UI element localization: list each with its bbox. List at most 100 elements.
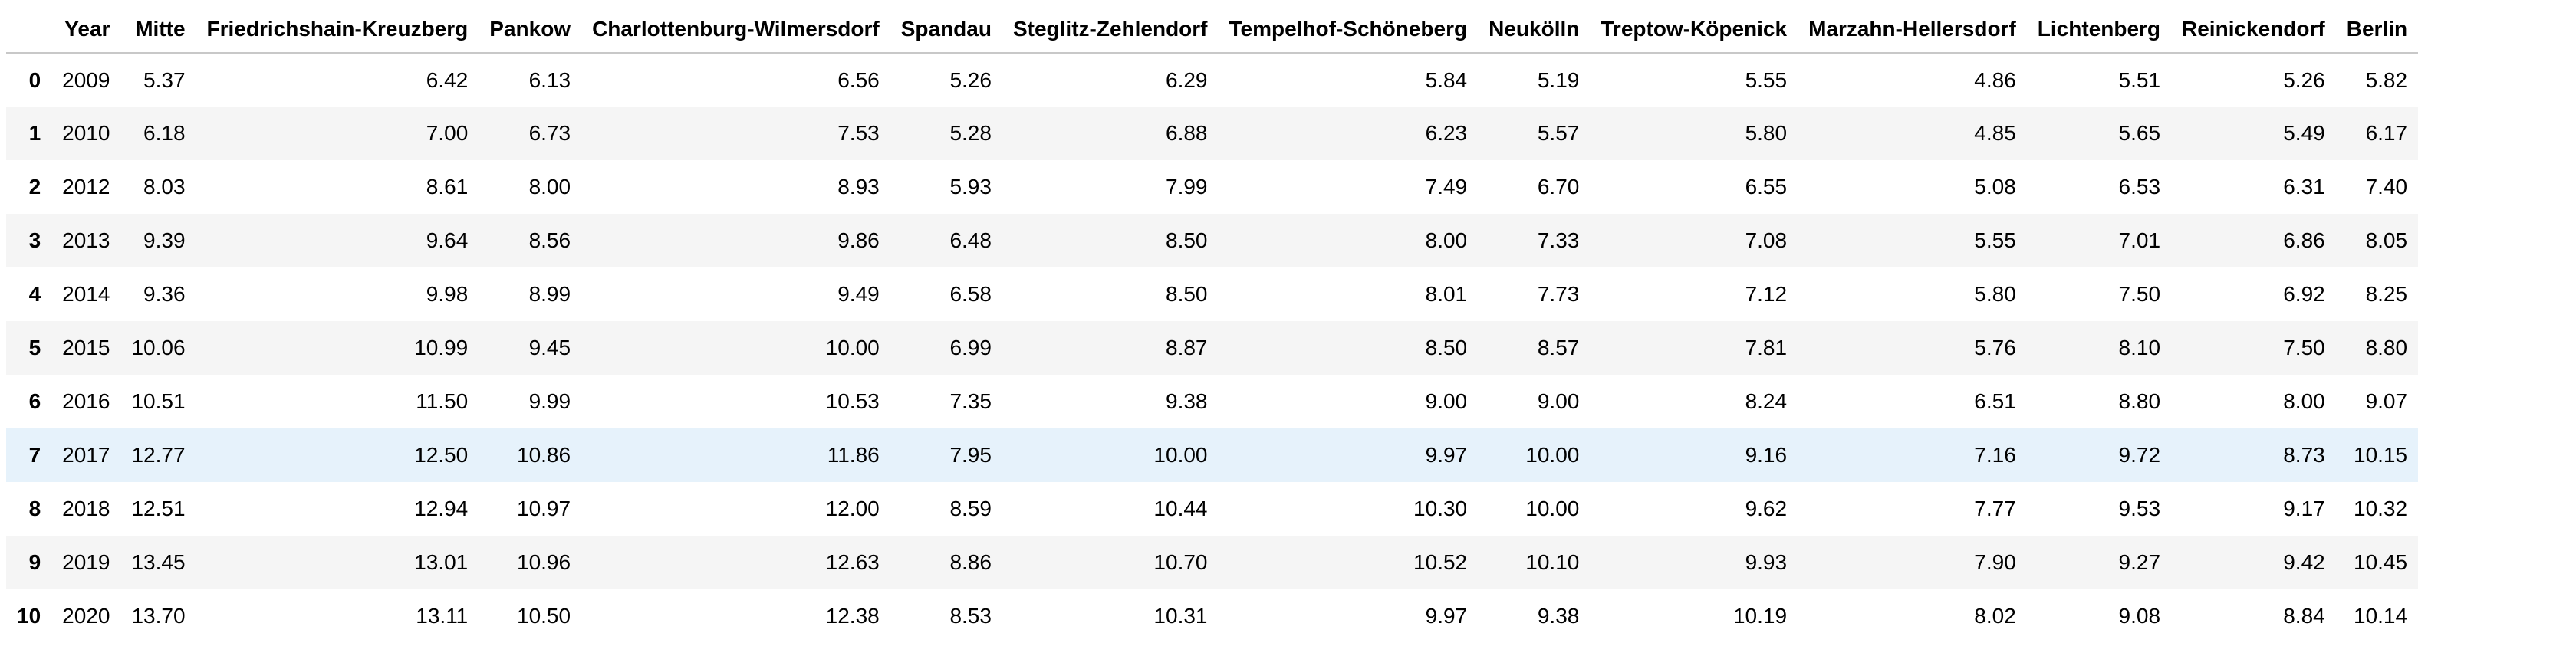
- table-row: 6 2016 10.51 11.50 9.99 10.53 7.35 9.38 9.00 9.00…: [6, 375, 2418, 428]
- value-cell: 9.97: [1425, 443, 1468, 467]
- row-index: 9: [28, 550, 41, 574]
- value-cell: 12.38: [825, 604, 880, 628]
- value-cell: 8.02: [1974, 604, 2016, 628]
- value-cell: 9.17: [2283, 497, 2325, 520]
- value-cell: 10.00: [825, 336, 880, 359]
- value-cell: 5.28: [949, 121, 992, 145]
- table-header: Year Mitte Friedrichshain-Kreuzberg Pankow C…: [6, 6, 2419, 54]
- value-cell: 5.84: [1425, 67, 1468, 92]
- column-header: Treptow-Köpenick: [1590, 6, 1798, 54]
- value-cell: 6.73: [528, 121, 571, 145]
- table-row: 2 2012 8.03 8.61 8.00 8.93 5.93 7.99 7.49 6.70 6.5…: [6, 160, 2418, 214]
- value-cell: 7.81: [1745, 336, 1788, 359]
- value-cell: 5.93: [949, 175, 992, 198]
- table-row: 10 2020 13.70 13.11 10.50 12.38 8.53 10.31 9.97 9…: [6, 589, 2418, 643]
- value-cell: 9.86: [837, 228, 880, 252]
- value-cell: 5.82: [2365, 67, 2408, 92]
- value-cell: 5.26: [2283, 67, 2325, 92]
- value-cell: 7.08: [1745, 228, 1788, 252]
- year-cell: 2014: [62, 282, 110, 306]
- value-cell: 5.19: [1537, 67, 1580, 92]
- value-cell: 8.56: [528, 228, 571, 252]
- value-cell: 7.35: [949, 389, 992, 413]
- value-cell: 12.00: [825, 497, 880, 520]
- value-cell: 8.03: [143, 175, 186, 198]
- value-cell: 5.57: [1537, 121, 1580, 145]
- column-header: Charlottenburg-Wilmersdorf: [581, 6, 890, 54]
- value-cell: 9.38: [1537, 604, 1580, 628]
- value-cell: 8.86: [949, 550, 992, 574]
- value-cell: 9.97: [1425, 604, 1468, 628]
- value-cell: 7.01: [2118, 228, 2161, 252]
- value-cell: 6.31: [2283, 175, 2325, 198]
- value-cell: 6.86: [2283, 228, 2325, 252]
- value-cell: 7.12: [1745, 282, 1788, 306]
- value-cell: 10.00: [1153, 443, 1208, 467]
- value-cell: 8.10: [2118, 336, 2161, 359]
- column-header: Friedrichshain-Kreuzberg: [196, 6, 479, 54]
- value-cell: 8.61: [426, 175, 469, 198]
- value-cell: 10.70: [1153, 550, 1208, 574]
- column-header: Reinickendorf: [2171, 6, 2336, 54]
- column-header: Mitte: [120, 6, 196, 54]
- value-cell: 9.64: [426, 228, 469, 252]
- column-header: Lichtenberg: [2026, 6, 2172, 54]
- value-cell: 9.07: [2365, 389, 2408, 413]
- value-cell: 10.44: [1153, 497, 1208, 520]
- year-cell: 2019: [62, 550, 110, 574]
- value-cell: 12.50: [414, 443, 469, 467]
- year-cell: 2016: [62, 389, 110, 413]
- value-cell: 10.50: [517, 604, 571, 628]
- value-cell: 8.01: [1425, 282, 1468, 306]
- value-cell: 9.45: [528, 336, 571, 359]
- value-cell: 9.36: [143, 282, 186, 306]
- year-cell: 2018: [62, 497, 110, 520]
- value-cell: 7.95: [949, 443, 992, 467]
- value-cell: 8.57: [1537, 336, 1580, 359]
- value-cell: 9.42: [2283, 550, 2325, 574]
- column-header: Spandau: [890, 6, 1002, 54]
- value-cell: 10.06: [131, 336, 186, 359]
- value-cell: 7.16: [1974, 443, 2016, 467]
- column-header: Marzahn-Hellersdorf: [1798, 6, 2027, 54]
- value-cell: 9.62: [1745, 497, 1788, 520]
- column-header: Neukölln: [1478, 6, 1591, 54]
- value-cell: 6.18: [143, 121, 186, 145]
- value-cell: 6.13: [528, 67, 571, 92]
- value-cell: 9.93: [1745, 550, 1788, 574]
- value-cell: 6.29: [1166, 67, 1208, 92]
- value-cell: 7.73: [1537, 282, 1580, 306]
- row-index: 3: [28, 228, 41, 252]
- column-header: Steglitz-Zehlendorf: [1002, 6, 1219, 54]
- table-row: 1 2010 6.18 7.00 6.73 7.53 5.28 6.88 6.23 5.57 5.8…: [6, 107, 2419, 160]
- table-row: 9 2019 13.45 13.01 10.96 12.63 8.86 10.70 10.52 1…: [6, 536, 2419, 589]
- value-cell: 10.30: [1413, 497, 1468, 520]
- value-cell: 8.73: [2283, 443, 2325, 467]
- value-cell: 8.00: [2283, 389, 2325, 413]
- value-cell: 6.58: [949, 282, 992, 306]
- value-cell: 6.88: [1166, 121, 1208, 145]
- table-row: 4 2014 9.36 9.98 8.99 9.49 6.58 8.50 8.01 7.73 7.1…: [6, 267, 2418, 321]
- value-cell: 13.45: [131, 550, 186, 574]
- year-cell: 2017: [62, 443, 110, 467]
- row-index: 2: [28, 175, 41, 198]
- value-cell: 12.63: [825, 550, 880, 574]
- value-cell: 5.37: [143, 67, 186, 92]
- value-cell: 6.53: [2118, 175, 2161, 198]
- column-header: Pankow: [479, 6, 582, 54]
- value-cell: 5.55: [1745, 67, 1788, 92]
- value-cell: 8.84: [2283, 604, 2325, 628]
- value-cell: 9.16: [1745, 443, 1788, 467]
- value-cell: 9.00: [1537, 389, 1580, 413]
- value-cell: 7.77: [1974, 497, 2016, 520]
- year-cell: 2010: [62, 121, 110, 145]
- value-cell: 13.70: [131, 604, 186, 628]
- value-cell: 6.99: [949, 336, 992, 359]
- value-cell: 11.50: [416, 389, 469, 413]
- value-cell: 8.24: [1745, 389, 1788, 413]
- value-cell: 10.97: [517, 497, 571, 520]
- value-cell: 7.50: [2118, 282, 2161, 306]
- value-cell: 9.98: [426, 282, 469, 306]
- value-cell: 5.08: [1974, 175, 2016, 198]
